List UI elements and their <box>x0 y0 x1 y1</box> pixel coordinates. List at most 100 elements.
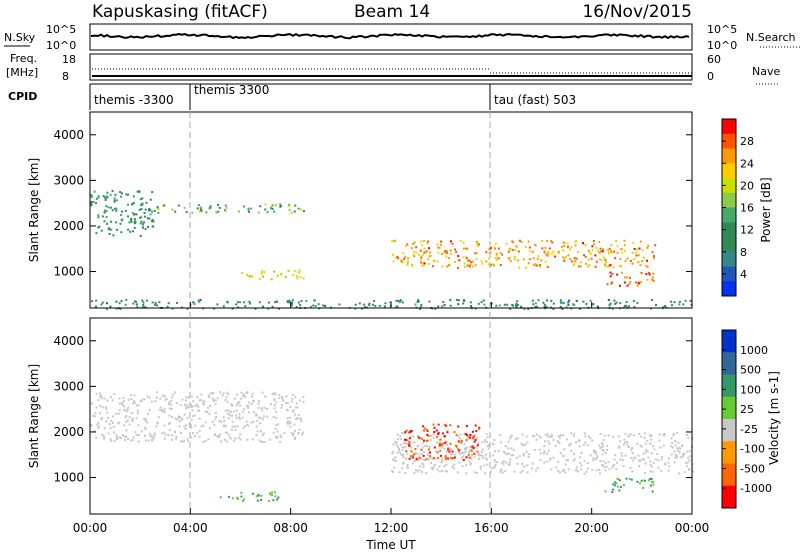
echo-cell <box>148 217 151 220</box>
echo-cell <box>537 299 540 302</box>
echo-cell <box>395 305 398 308</box>
echo-cell <box>621 271 623 274</box>
echo-cell <box>417 299 420 301</box>
echo-cell <box>100 418 103 421</box>
echo-cell <box>113 393 116 396</box>
echo-cell <box>394 440 397 443</box>
echo-cell <box>455 298 458 301</box>
echo-cell <box>408 431 411 434</box>
echo-cell <box>502 463 505 466</box>
echo-cell <box>462 455 465 458</box>
echo-cell <box>236 496 239 499</box>
echo-cell <box>143 426 146 429</box>
echo-cell <box>548 247 551 250</box>
echo-cell <box>395 460 398 463</box>
echo-cell <box>650 438 653 441</box>
echo-cell <box>269 438 271 441</box>
echo-cell <box>240 495 243 498</box>
echo-cell <box>217 203 219 206</box>
echo-cell <box>130 397 133 400</box>
echo-cell <box>465 464 468 467</box>
echo-cell <box>611 281 614 284</box>
echo-cell <box>186 406 189 409</box>
echo-cell <box>193 303 196 305</box>
echo-cell <box>418 468 421 471</box>
echo-cell <box>562 455 565 458</box>
echo-cell <box>230 428 233 431</box>
echo-cell <box>554 255 557 258</box>
echo-cell <box>297 414 300 417</box>
echo-cell <box>436 435 439 438</box>
echo-cell <box>486 441 489 444</box>
echo-cell <box>505 453 508 456</box>
echo-cell <box>476 240 478 243</box>
echo-cell <box>447 448 450 451</box>
echo-cell <box>546 240 549 242</box>
echo-cell <box>623 438 626 441</box>
echo-cell <box>547 440 550 443</box>
echo-cell <box>588 264 591 267</box>
echo-cell <box>523 465 526 468</box>
echo-cell <box>163 407 166 410</box>
echo-cell <box>90 202 93 205</box>
echo-cell <box>235 414 237 417</box>
echo-cell <box>162 205 165 208</box>
echo-cell <box>251 395 253 398</box>
echo-cell <box>423 429 425 432</box>
echo-cell <box>537 255 540 258</box>
echo-cell <box>275 436 278 439</box>
echo-cell <box>441 252 444 255</box>
echo-cell <box>624 259 627 262</box>
echo-cell <box>499 433 502 436</box>
echo-cell <box>632 300 635 302</box>
echo-cell <box>570 260 573 263</box>
echo-cell <box>493 459 496 461</box>
echo-cell <box>430 435 433 437</box>
echo-cell <box>560 245 563 248</box>
echo-cell <box>260 407 263 410</box>
echo-cell <box>471 260 474 263</box>
echo-cell <box>481 262 484 265</box>
echo-cell <box>475 252 478 255</box>
echo-cell <box>575 468 578 471</box>
echo-cell <box>245 392 248 395</box>
echo-cell <box>662 444 665 447</box>
echo-cell <box>501 471 504 474</box>
echo-cell <box>565 459 568 461</box>
echo-cell <box>378 304 381 307</box>
echo-cell <box>647 479 650 482</box>
colorbar-cell <box>722 419 736 442</box>
echo-cell <box>231 425 234 428</box>
echo-cell <box>582 242 584 244</box>
echo-cell <box>686 465 689 468</box>
echo-cell <box>274 301 277 304</box>
echo-cell <box>251 392 254 395</box>
echo-cell <box>573 257 576 260</box>
echo-cell <box>643 256 646 259</box>
cpid-label: CPID <box>8 90 37 103</box>
echo-cell <box>564 471 567 474</box>
echo-cell <box>401 467 404 470</box>
echo-cell <box>477 302 480 305</box>
echo-cell <box>459 240 462 243</box>
echo-cell <box>404 472 407 474</box>
echo-cell <box>499 471 502 474</box>
echo-cell <box>508 248 511 251</box>
echo-cell <box>515 304 517 307</box>
echo-cell <box>577 251 580 253</box>
echo-cell <box>417 300 420 303</box>
echo-cell <box>613 250 616 253</box>
echo-cell <box>275 300 278 303</box>
x-tick-label: 08:00 <box>273 521 308 535</box>
echo-cell <box>636 248 639 251</box>
echo-cell <box>187 439 190 442</box>
echo-cell <box>127 228 130 231</box>
echo-cell <box>462 241 465 244</box>
echo-cell <box>598 251 601 254</box>
echo-cell <box>440 240 443 243</box>
echo-cell <box>171 208 174 211</box>
echo-cell <box>239 438 242 441</box>
echo-cell <box>146 421 149 424</box>
echo-cell <box>686 450 689 453</box>
